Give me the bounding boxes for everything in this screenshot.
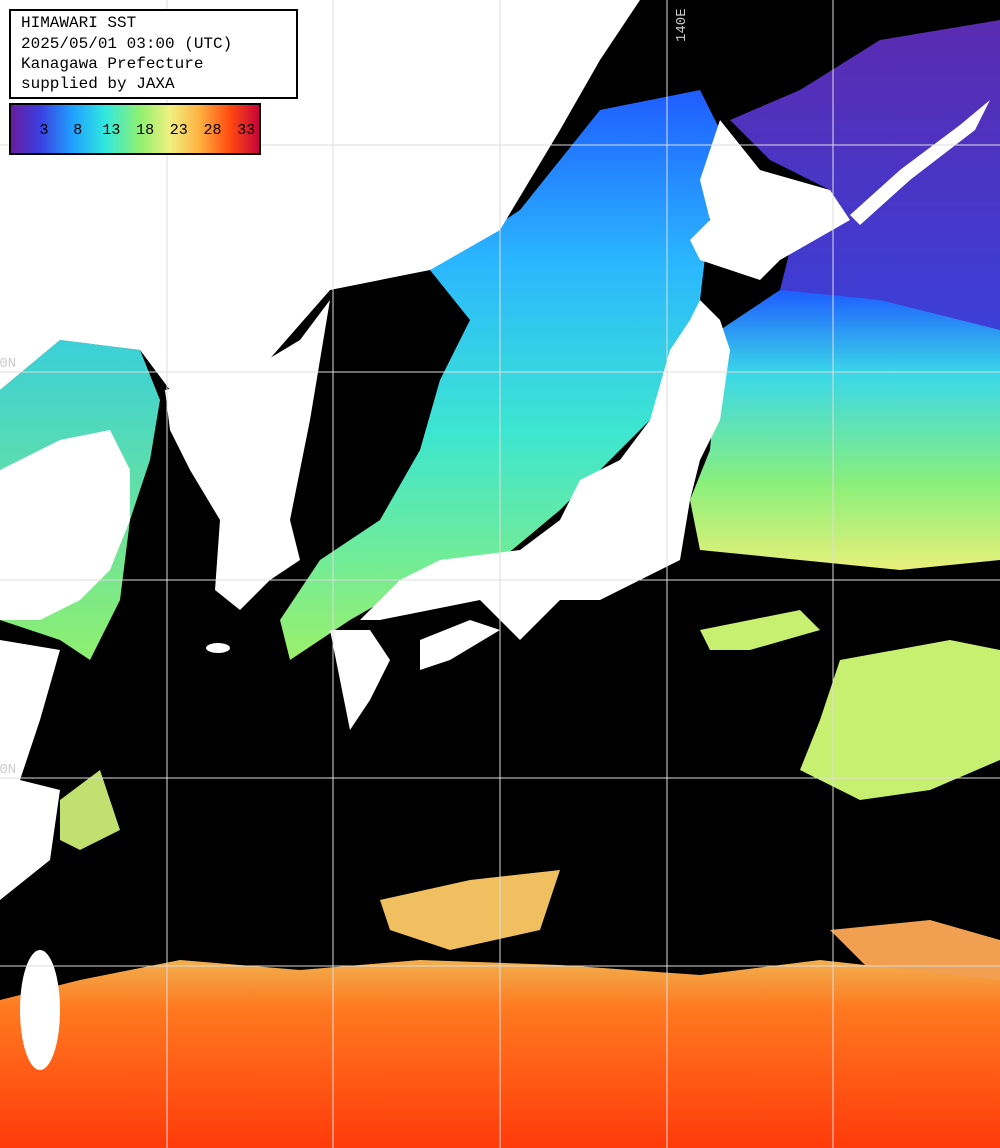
info-box: HIMAWARI SST 2025/05/01 03:00 (UTC) Kana… [9,9,298,99]
china-coast [0,430,130,620]
lat-label: 40N [0,356,16,372]
lat-label: 30N [0,762,16,778]
asia [0,0,640,410]
honshu [360,300,730,640]
patch [700,610,820,650]
shikoku [420,620,500,670]
taiwan [20,950,60,1070]
info-frame [9,9,298,99]
pacific-north [690,290,1000,570]
patch [60,770,120,850]
china-south [0,640,60,900]
patch [380,870,560,950]
title-line: 2025/05/01 03:00 (UTC) [21,35,232,53]
colorbar-label: 13 [102,122,120,139]
colorbar-label: 23 [170,122,188,139]
kyushu [330,630,390,730]
island [396,130,424,166]
colorbar-label: 8 [73,122,82,139]
grid-labels: 140E 40N 30N [0,8,690,778]
jeju [206,643,230,653]
kuril [850,100,990,225]
okhotsk [730,20,1000,330]
colorbar-label: 18 [136,122,154,139]
lon-label: 140E [674,8,690,42]
land [0,0,990,1070]
patch [800,640,1000,800]
colorbar-label: 33 [237,122,255,139]
colorbar-label: 3 [39,122,48,139]
title-line: supplied by JAXA [21,75,175,93]
hokkaido [690,120,850,280]
colorbar-ramp [9,103,261,155]
korea [165,300,330,610]
title-line: Kanagawa Prefecture [21,55,203,73]
colorbar: 3 8 13 18 23 28 33 [9,103,261,155]
colorbar-label: 28 [203,122,221,139]
title-line: HIMAWARI SST [21,14,136,32]
